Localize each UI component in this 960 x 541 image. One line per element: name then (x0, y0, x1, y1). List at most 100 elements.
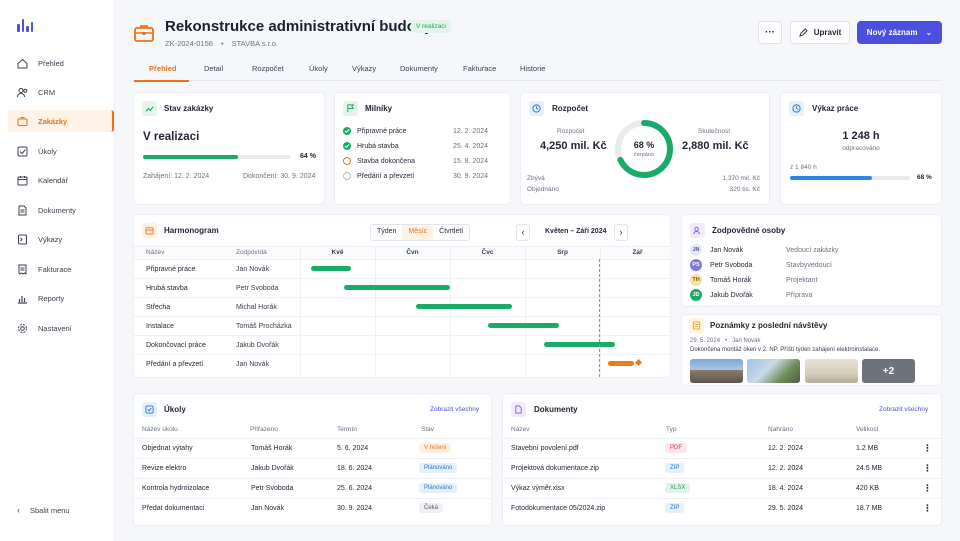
photo-thumbnail[interactable] (690, 359, 743, 383)
prev-range-button[interactable]: ‹ (516, 224, 530, 241)
photo-thumbnail[interactable] (805, 359, 858, 383)
task-assignee: Jan Novák (251, 505, 285, 512)
task-name: Revize elektro (142, 465, 187, 472)
work-title: Výkaz práce (812, 104, 859, 113)
kebab-menu-icon[interactable]: ⋮ (923, 443, 932, 453)
table-row[interactable]: Projektová dokumentace.zip ZIP 12. 2. 2024… (503, 458, 941, 478)
person-role: Projektant (786, 276, 818, 284)
tab-detail[interactable]: Detail (204, 64, 224, 73)
edit-button[interactable]: Upravit (790, 21, 850, 44)
work-total: z 1 840 h (790, 164, 817, 171)
new-record-button[interactable]: Nový záznam ⌄ (857, 21, 942, 44)
nav-item-dokumenty[interactable]: Dokumenty (8, 199, 114, 221)
remaining-value: 1,370 mil. Kč (722, 175, 760, 182)
next-range-button[interactable]: › (614, 224, 628, 241)
more-options-button[interactable]: ··· (758, 21, 782, 44)
trend-icon (142, 101, 157, 116)
docs-col-uploaded: Nahráno (768, 426, 793, 433)
view-month[interactable]: Měsíc (402, 225, 434, 240)
tab-dokumenty[interactable]: Dokumenty (400, 64, 438, 73)
table-row[interactable]: Kontrola hydroizolace Petr Svoboda 25. 6. … (134, 478, 491, 498)
gantt-row[interactable]: Předání a převzetí Jan Novák (134, 354, 671, 373)
milestone-label: Stavba dokončena (357, 157, 415, 165)
table-row[interactable]: Stavební povolení.pdf PDF 12. 2. 2024 1.2 M… (503, 438, 941, 458)
person-row[interactable]: JN Jan Novák Vedoucí zakázky (690, 244, 839, 256)
table-row[interactable]: Výkaz výměr.xlsx XLSX 18. 4. 2024 420 KB ⋮ (503, 478, 941, 498)
nav-item-zakazky[interactable]: Zakázky (8, 110, 114, 132)
kebab-menu-icon[interactable]: ⋮ (923, 483, 932, 493)
gantt-task-name: Instalace (146, 323, 175, 330)
person-row[interactable]: JD Jakub Dvořák Příprava (690, 289, 812, 301)
avatar: JD (690, 289, 702, 301)
gantt-row[interactable]: Připravné práce Jan Novák (134, 259, 671, 278)
nav-item-vykazy[interactable]: Výkazy (8, 228, 114, 250)
gantt-bar[interactable] (344, 285, 450, 290)
nav-item-label: Fakturace (38, 264, 72, 274)
status-badge: Plánováno (419, 483, 458, 493)
nav-item-nastaveni[interactable]: Nastavení (8, 317, 114, 339)
collapse-menu-button[interactable]: ‹ Sbalit menu (8, 505, 70, 515)
gantt-bar[interactable] (607, 361, 634, 366)
gantt-row[interactable]: Dokončovací práce Jakub Dvořák (134, 335, 671, 354)
gantt-row[interactable]: Hrubá stavba Petr Svoboda (134, 278, 671, 297)
docs-col-size: Velikost (856, 426, 879, 433)
flag-icon (343, 101, 358, 116)
person-role: Stavbyvedoucí (786, 261, 832, 269)
milestone-label: Předání a převzetí (357, 172, 415, 180)
gantt-row[interactable]: Střecha Michal Horák (134, 297, 671, 316)
document-date: 18. 4. 2024 (768, 485, 804, 492)
tab-ukoly[interactable]: Úkoly (309, 64, 328, 73)
more-dots-icon: ··· (765, 27, 775, 38)
actual-label: Skutečnost (698, 128, 731, 135)
file-type-badge: XLSX (665, 483, 691, 493)
kebab-menu-icon[interactable]: ⋮ (923, 463, 932, 473)
project-meta: ZK-2024-0156 • STAVBA s.r.o. (165, 39, 278, 48)
view-week[interactable]: Týden (377, 228, 397, 235)
gantt-task-owner: Tomáš Procházka (236, 323, 292, 330)
photo-thumbnail[interactable] (747, 359, 800, 383)
tab-rozpocet[interactable]: Rozpočet (252, 64, 284, 73)
person-role: Příprava (786, 291, 813, 299)
edit-label: Upravit (813, 28, 842, 37)
view-quarter[interactable]: Čtvrtletí (439, 228, 464, 235)
nav-item-prehled[interactable]: Přehled (8, 52, 114, 74)
tab-prehled[interactable]: Přehled (149, 64, 177, 73)
task-name: Předat dokumentaci (142, 505, 205, 512)
status-card-title: Stav zakázky (164, 104, 214, 113)
tab-vykazy[interactable]: Výkazy (352, 64, 377, 73)
gantt-bar[interactable] (416, 304, 512, 309)
gantt-task-owner: Jan Novák (236, 266, 270, 273)
nav-item-fakturace[interactable]: Fakturace (8, 258, 114, 280)
note-date: 29. 5. 2024 (690, 338, 721, 344)
gantt-bar[interactable] (310, 266, 351, 271)
tasks-show-all-link[interactable]: Zobrazit všechny (430, 406, 480, 413)
person-row[interactable]: TH Tomáš Horák Projektant (690, 274, 818, 286)
gantt-bar[interactable] (487, 323, 559, 328)
nav-item-kalendar[interactable]: Kalendář (8, 169, 114, 191)
documents-show-all-link[interactable]: Zobrazit všechny (879, 406, 929, 413)
docs-col-name: Název (511, 426, 530, 433)
table-row[interactable]: Revize elektro Jakub Dvořák 18. 6. 2024 Plá… (134, 458, 491, 478)
nav-item-crm[interactable]: CRM (8, 81, 114, 103)
milestones-title: Milníky (365, 104, 393, 113)
task-assignee: Jakub Dvořák (251, 465, 294, 472)
table-row[interactable]: Objednat výtahy Tomáš Horák 5. 6. 2024 V ře… (134, 438, 491, 458)
table-row[interactable]: Předat dokumentaci Jan Novák 30. 9. 2024 Če… (134, 498, 491, 518)
gantt-row[interactable]: Instalace Tomáš Procházka (134, 316, 671, 335)
person-name: Jakub Dvořák (710, 291, 753, 299)
tab-fakturace[interactable]: Fakturace (463, 64, 497, 73)
nav-item-reporty[interactable]: Reporty (8, 287, 114, 309)
status-badge: Čeká (419, 503, 444, 513)
kebab-menu-icon[interactable]: ⋮ (923, 503, 932, 513)
tasks-col-due: Termín (337, 426, 357, 433)
status-badge: Plánováno (419, 463, 458, 473)
tab-historie[interactable]: Historie (520, 64, 546, 73)
nav-item-ukoly[interactable]: Úkoly (8, 140, 114, 162)
table-row[interactable]: Fotodokumentace 05/2024.zip ZIP 29. 5. 202… (503, 498, 941, 518)
app-logo-icon[interactable] (17, 18, 33, 32)
person-row[interactable]: PS Petr Svoboda Stavbyvedoucí (690, 259, 832, 271)
more-photos-button[interactable]: +2 (862, 359, 915, 383)
client-name: STAVBA s.r.o. (231, 39, 278, 48)
gantt-bar[interactable] (543, 342, 615, 347)
check-circle-icon (343, 142, 351, 150)
